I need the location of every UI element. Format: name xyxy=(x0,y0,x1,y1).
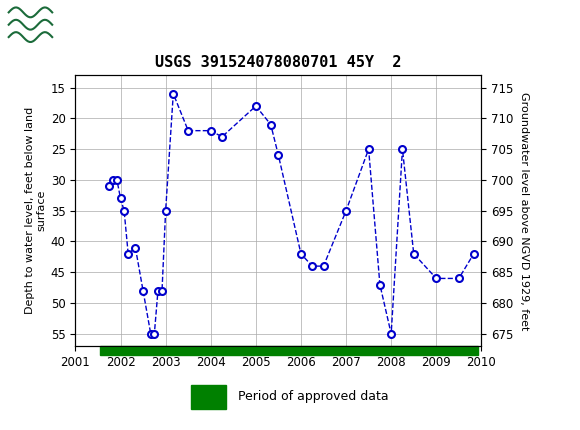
Text: Period of approved data: Period of approved data xyxy=(238,390,389,403)
Title: USGS 391524078080701 45Y  2: USGS 391524078080701 45Y 2 xyxy=(155,55,401,70)
Bar xyxy=(191,385,226,409)
Bar xyxy=(100,346,478,355)
FancyBboxPatch shape xyxy=(6,4,55,46)
Text: USGS: USGS xyxy=(63,15,122,34)
Y-axis label: Groundwater level above NGVD 1929, feet: Groundwater level above NGVD 1929, feet xyxy=(519,92,529,330)
Y-axis label: Depth to water level, feet below land
surface: Depth to water level, feet below land su… xyxy=(25,107,46,314)
